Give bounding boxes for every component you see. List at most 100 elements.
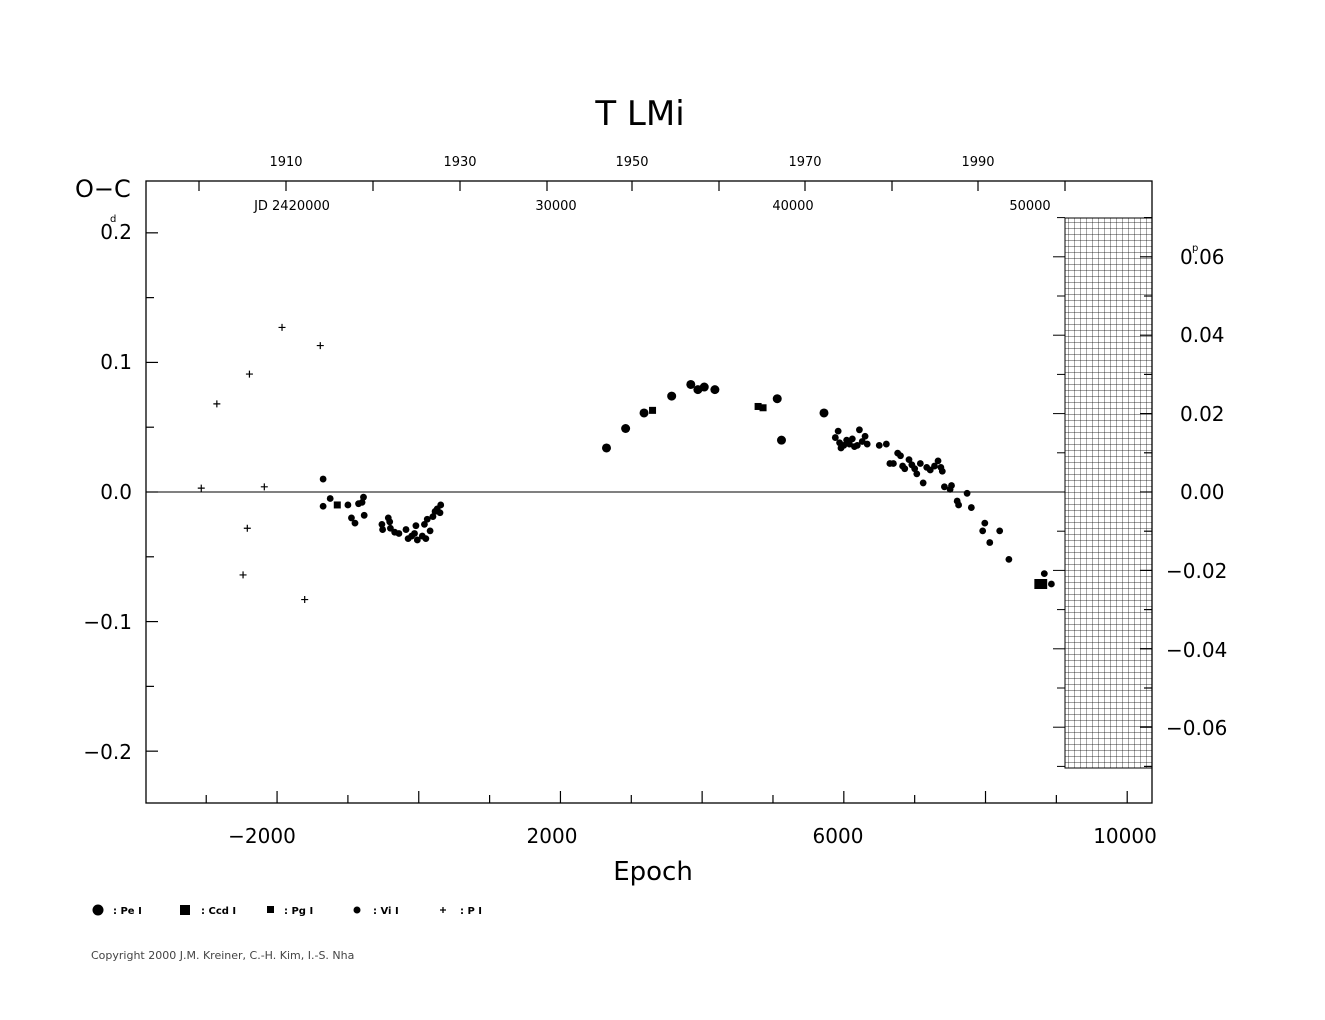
data-point-vi	[967, 504, 975, 511]
hatched-panel	[1064, 217, 1153, 769]
data-point-vi	[429, 513, 437, 521]
data-point-pg	[649, 406, 657, 414]
x-tick-label: 6000	[813, 824, 864, 848]
data-point-pg	[333, 501, 341, 509]
data-point-vi	[861, 432, 869, 440]
legend-label: : Ccd I	[201, 906, 236, 917]
legend-label: : P I	[460, 906, 482, 917]
data-point-pg	[754, 402, 762, 410]
data-point-vi	[941, 483, 948, 491]
data-point-vi	[863, 440, 871, 448]
data-point-vi	[422, 535, 430, 543]
data-point-vi	[853, 441, 861, 449]
legend-item-p: : P I	[440, 906, 482, 917]
y2-tick-label: 0.02	[1180, 402, 1225, 426]
x-tick-label: −2000	[228, 824, 296, 848]
data-point-pe	[699, 382, 709, 392]
data-point-pe	[776, 435, 786, 445]
data-point-vi	[319, 475, 327, 483]
data-point-vi	[436, 509, 444, 517]
jd-labels: JD 2420000 30000 40000 50000	[253, 199, 1051, 214]
data-point-vi	[848, 435, 856, 443]
data-point-p	[245, 370, 253, 378]
data-point-vi	[986, 539, 994, 546]
y-tick-label: −0.1	[83, 610, 132, 634]
legend-item-pg: : Pg I	[267, 906, 313, 917]
data-point-vi	[412, 522, 420, 530]
legend-label: : Pe I	[113, 906, 142, 917]
y2-tick-label: 0.06	[1180, 245, 1225, 269]
data-point-p	[260, 483, 268, 491]
data-points	[197, 323, 1055, 604]
data-point-p	[301, 596, 309, 604]
data-point-vi	[934, 457, 942, 465]
data-point-p	[213, 400, 221, 408]
data-point-vi	[834, 427, 842, 435]
data-point-vi	[360, 511, 368, 519]
x-axis-label: Epoch	[613, 857, 693, 887]
legend-item-pe: : Pe I	[92, 904, 142, 917]
data-point-vi	[358, 498, 366, 506]
jd-label: JD 2420000	[253, 199, 330, 214]
data-point-vi	[905, 456, 913, 464]
y-tick-label: 0.0	[100, 480, 132, 504]
data-point-vi	[955, 501, 962, 509]
year-label: 1970	[788, 155, 821, 170]
y-unit-superscript: d	[110, 214, 116, 225]
data-point-pe	[639, 408, 649, 418]
data-point-vi	[913, 470, 921, 478]
data-point-ccd	[1037, 579, 1048, 590]
data-point-vi	[413, 536, 421, 544]
y2-tick-label: −0.04	[1166, 638, 1227, 662]
data-point-pe	[601, 443, 611, 453]
data-point-vi	[1048, 580, 1055, 588]
data-point-p	[197, 484, 205, 492]
y-tick-label: 0.2	[100, 220, 132, 244]
data-point-vi	[897, 452, 904, 460]
legend-item-ccd: : Ccd I	[180, 905, 236, 917]
data-point-pe	[621, 424, 631, 434]
copyright-notice: Copyright 2000 J.M. Kreiner, C.-H. Kim, …	[91, 949, 355, 962]
year-label: 1950	[615, 155, 648, 170]
jd-label: 50000	[1009, 199, 1050, 214]
data-point-vi	[931, 462, 938, 470]
data-point-pe	[710, 385, 720, 395]
data-point-vi	[882, 440, 890, 448]
data-point-vi	[875, 441, 883, 449]
data-point-vi	[963, 489, 971, 497]
data-point-vi	[386, 518, 394, 526]
data-point-pe	[772, 394, 782, 404]
data-point-vi	[911, 465, 919, 473]
y2-tick-labels: −0.06 −0.04 −0.02 0.00 0.02 0.04 0.06	[1166, 245, 1227, 740]
year-label: 1930	[443, 155, 476, 170]
data-point-vi	[319, 502, 327, 510]
y2-tick-label: 0.00	[1180, 480, 1225, 504]
data-point-vi	[840, 441, 848, 449]
legend-marker-square	[267, 906, 274, 913]
data-point-pe	[819, 408, 829, 418]
data-point-vi	[378, 520, 386, 528]
top-year-labels: 1910 1930 1950 1970 1990	[269, 155, 994, 170]
legend-marker-plus	[440, 907, 446, 913]
data-point-pg	[759, 404, 767, 412]
data-point-p	[278, 323, 286, 331]
year-label: 1910	[269, 155, 302, 170]
y2-tick-label: −0.06	[1166, 716, 1227, 740]
y-tick-labels: −0.2 −0.1 0.0 0.1 0.2	[83, 220, 132, 764]
y-axis-label: O−C	[75, 175, 131, 203]
data-point-p	[239, 571, 247, 579]
data-point-vi	[351, 519, 359, 527]
data-point-vi	[919, 479, 927, 487]
y2-tick-label: 0.04	[1180, 323, 1225, 347]
y-tick-label: 0.1	[100, 350, 132, 374]
data-point-vi	[326, 495, 334, 502]
data-point-vi	[421, 520, 428, 528]
chart-title: T LMi	[594, 94, 684, 134]
data-point-p	[316, 342, 324, 350]
data-point-vi	[411, 530, 418, 537]
x-tick-labels: −2000 2000 6000 10000	[228, 824, 1157, 848]
data-point-vi	[395, 530, 403, 537]
jd-label: 30000	[535, 199, 576, 214]
data-point-vi	[1005, 555, 1013, 563]
data-point-vi	[379, 526, 387, 533]
